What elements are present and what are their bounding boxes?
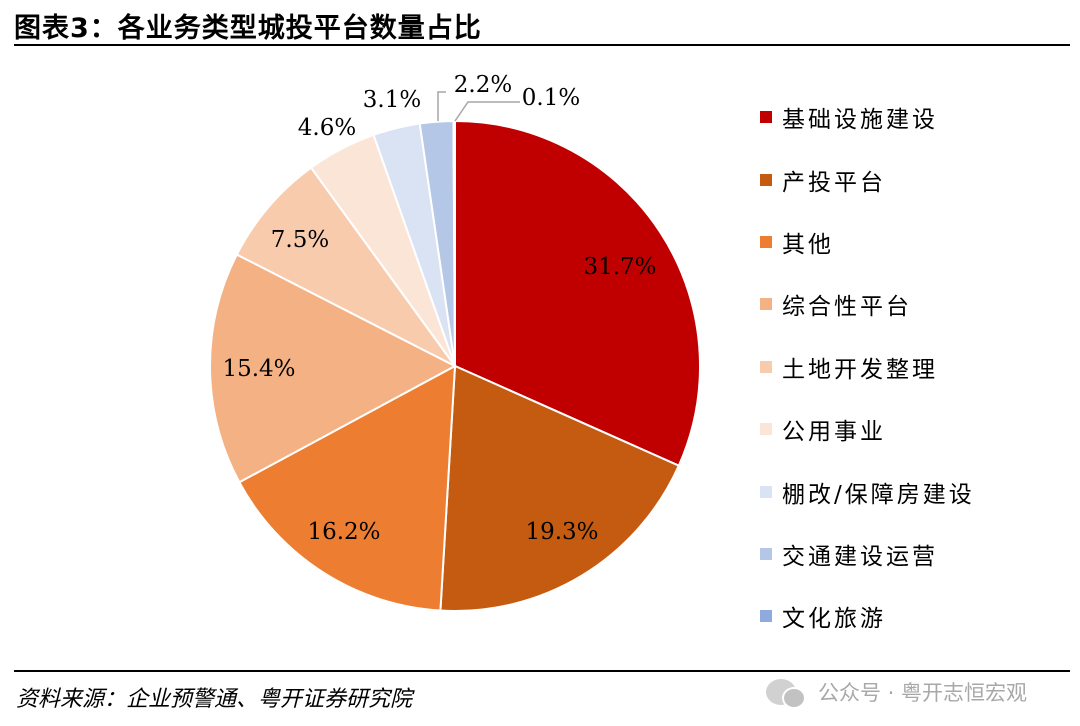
legend-label: 文化旅游 bbox=[782, 606, 886, 633]
pie-slice bbox=[209, 253, 458, 484]
legend-label: 交通建设运营 bbox=[782, 543, 938, 570]
slice-data-label: 3.1% bbox=[363, 87, 421, 113]
legend-swatch bbox=[760, 485, 772, 498]
legend-item: 基础设施建设 bbox=[760, 86, 975, 148]
source-note: 资料来源：企业预警通、粤开证券研究院 bbox=[16, 687, 413, 712]
pie-slice bbox=[439, 364, 681, 612]
legend-label: 其他 bbox=[782, 231, 834, 258]
legend-item: 综合性平台 bbox=[760, 273, 975, 335]
legend-item: 土地开发整理 bbox=[760, 336, 975, 398]
wechat-icon bbox=[766, 679, 806, 709]
legend-item: 产投平台 bbox=[760, 148, 975, 210]
slice-data-label: 7.5% bbox=[271, 227, 329, 253]
legend-label: 棚改/保障房建设 bbox=[782, 481, 975, 508]
pie-slice bbox=[235, 166, 456, 367]
legend-swatch bbox=[760, 423, 772, 436]
legend-swatch bbox=[760, 610, 772, 623]
legend-item: 公用事业 bbox=[760, 398, 975, 460]
slice-data-label: 19.3% bbox=[525, 519, 598, 545]
pie-slice bbox=[452, 119, 456, 367]
legend-swatch bbox=[760, 111, 772, 124]
pie-slice bbox=[454, 119, 701, 467]
slice-data-label: 15.4% bbox=[222, 356, 295, 382]
legend-swatch bbox=[760, 547, 772, 560]
title-divider bbox=[14, 44, 1070, 46]
legend-label: 基础设施建设 bbox=[782, 107, 938, 134]
slice-data-label: 31.7% bbox=[583, 254, 656, 280]
chart-title: 图表3：各业务类型城投平台数量占比 bbox=[14, 13, 482, 44]
legend-swatch bbox=[760, 360, 772, 373]
legend-label: 产投平台 bbox=[782, 169, 886, 196]
legend-item: 其他 bbox=[760, 211, 975, 273]
legend-item: 文化旅游 bbox=[760, 585, 975, 647]
legend-swatch bbox=[760, 173, 772, 186]
leader-line bbox=[454, 101, 520, 122]
source-divider bbox=[14, 670, 1070, 672]
slice-data-label: 0.1% bbox=[522, 85, 580, 111]
legend-item: 交通建设运营 bbox=[760, 523, 975, 585]
watermark-text: 公众号 · 粤开志恒宏观 bbox=[818, 681, 1028, 705]
pie-slice bbox=[237, 364, 457, 612]
legend-label: 公用事业 bbox=[782, 419, 886, 446]
legend-label: 综合性平台 bbox=[782, 294, 912, 321]
legend-swatch bbox=[760, 235, 772, 248]
slice-data-label: 4.6% bbox=[298, 115, 356, 141]
leader-line bbox=[437, 91, 446, 121]
slice-data-label: 16.2% bbox=[307, 519, 380, 545]
legend-item: 棚改/保障房建设 bbox=[760, 460, 975, 522]
legend-label: 土地开发整理 bbox=[782, 356, 938, 383]
watermark: 公众号 · 粤开志恒宏观 bbox=[766, 672, 1056, 712]
legend-swatch bbox=[760, 298, 772, 311]
legend: 基础设施建设 产投平台其他综合性平台土地开发整理 公用事业棚改/保障房建设 交通建设运… bbox=[760, 86, 975, 648]
slice-data-label: 2.2% bbox=[454, 72, 512, 98]
